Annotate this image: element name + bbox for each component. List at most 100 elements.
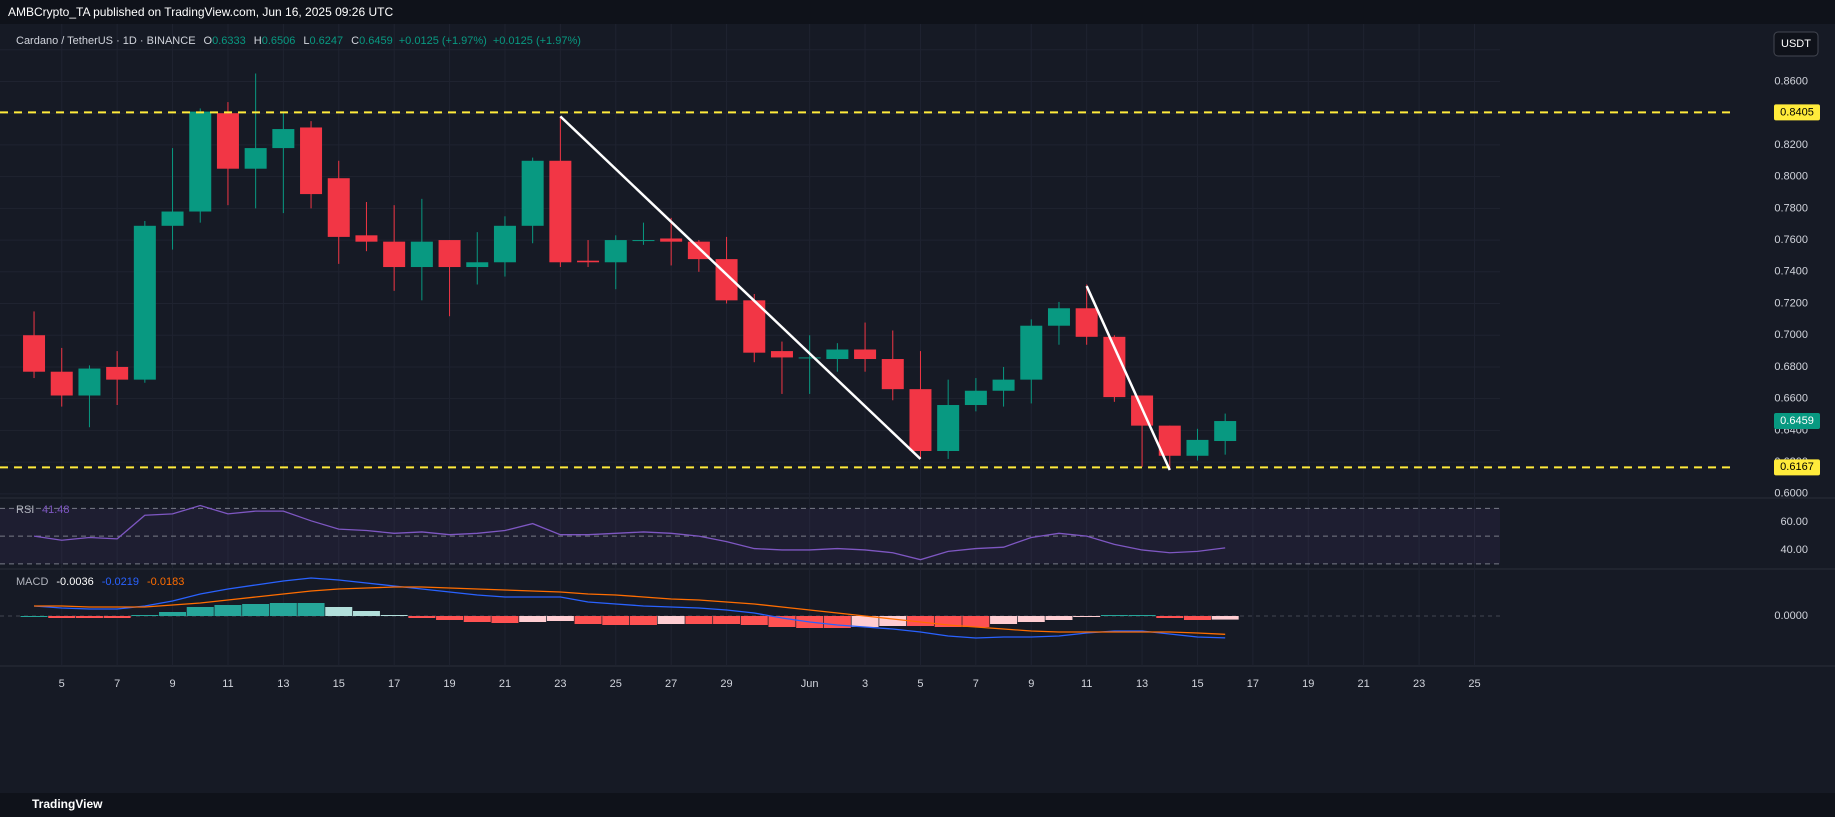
candle-body bbox=[410, 241, 433, 268]
macd-histogram-bar bbox=[685, 616, 713, 624]
signal-line bbox=[34, 586, 1226, 635]
macd-histogram-bar bbox=[380, 615, 408, 616]
macd-histogram-bar bbox=[75, 616, 103, 618]
footer-logo: TradingView bbox=[32, 797, 103, 811]
x-tick-label: 27 bbox=[665, 678, 677, 690]
y-tick-label: 0.7000 bbox=[1774, 329, 1808, 341]
y-tick-label: 0.6600 bbox=[1774, 393, 1808, 405]
macd-histogram-bar bbox=[990, 616, 1018, 624]
currency-button[interactable] bbox=[1773, 31, 1819, 57]
macd-tick-label: 0.0000 bbox=[1774, 610, 1808, 622]
macd-histogram-bar bbox=[629, 616, 657, 625]
macd-histogram-bar bbox=[214, 605, 242, 616]
header-bar bbox=[0, 0, 1835, 24]
last-price-label: 0.6459 bbox=[1780, 415, 1814, 427]
x-tick-label: 23 bbox=[554, 678, 566, 690]
rsi-line bbox=[33, 504, 1226, 561]
legend-part: C bbox=[351, 35, 359, 47]
x-tick-label: 7 bbox=[973, 678, 979, 690]
y-tick-label: 0.7800 bbox=[1774, 202, 1808, 214]
candle-body bbox=[216, 113, 239, 169]
candle-body bbox=[909, 389, 932, 452]
candle-body bbox=[577, 260, 600, 263]
currency: USDT bbox=[1781, 38, 1811, 50]
macd-histogram-bar bbox=[269, 603, 297, 616]
x-tick-label: Jun bbox=[801, 678, 819, 690]
legend-part: 0.6459 bbox=[359, 35, 393, 47]
candle-body bbox=[854, 349, 877, 360]
rsi-tick-label: 40.00 bbox=[1780, 544, 1808, 556]
x-tick-label: 9 bbox=[169, 678, 175, 690]
candle-body bbox=[992, 379, 1015, 391]
candle-body bbox=[604, 240, 627, 263]
candle-body bbox=[770, 351, 793, 358]
macd-histogram-bar bbox=[546, 616, 574, 621]
rsi-value: 41.48 bbox=[42, 504, 70, 516]
macd-line bbox=[33, 577, 1226, 639]
y-tick-label: 0.7600 bbox=[1774, 234, 1808, 246]
macd-histogram-bar bbox=[1073, 616, 1101, 617]
candle-body bbox=[161, 211, 184, 226]
x-tick-label: 25 bbox=[1468, 678, 1480, 690]
macd-histogram-bar bbox=[408, 616, 436, 618]
legend-part: L bbox=[303, 35, 309, 47]
candle-body bbox=[521, 160, 544, 226]
macd-histogram-bar bbox=[1045, 616, 1073, 620]
x-tick-label: 13 bbox=[1136, 678, 1148, 690]
y-tick-label: 0.7400 bbox=[1774, 266, 1808, 278]
macd-histogram-bar bbox=[491, 616, 519, 623]
legend-part: H bbox=[254, 35, 262, 47]
macd-histogram-bar bbox=[325, 607, 353, 616]
symbol-legend: Cardano / TetherUS · 1D · BINANCE O0.6333… bbox=[16, 35, 581, 47]
macd-histogram-bar bbox=[740, 616, 768, 625]
macd-legend: MACD -0.0036 -0.0219 -0.0183 bbox=[16, 576, 184, 588]
candle-body bbox=[23, 335, 46, 372]
macd-histogram-bar bbox=[159, 612, 187, 616]
candle-body bbox=[798, 357, 821, 359]
candle-body bbox=[78, 368, 101, 396]
macd-histogram-bar bbox=[1156, 616, 1184, 618]
plot: 5 7 9 11 13 15 17 19 21 23 25 27 29 Jun 3 5 7 9 11 13 15 17 19… bbox=[0, 24, 1835, 690]
candle-body bbox=[1047, 308, 1070, 326]
macd-histogram-bar bbox=[1100, 615, 1128, 616]
candle-body bbox=[1158, 425, 1181, 456]
macd-histogram-bar bbox=[934, 616, 962, 627]
legend-part: +0.0125 (+1.97%) bbox=[493, 35, 581, 47]
x-tick-label: 19 bbox=[443, 678, 455, 690]
macd-histogram-bar bbox=[1183, 616, 1211, 620]
macd-histogram-bar bbox=[297, 603, 325, 616]
level-label-box bbox=[1774, 104, 1820, 121]
macd-histogram-bar bbox=[657, 616, 685, 624]
macd-legend-part: MACD bbox=[16, 576, 48, 588]
candle-body bbox=[106, 366, 129, 380]
macd-histogram-bar bbox=[602, 616, 630, 625]
macd-histogram-bar bbox=[879, 616, 907, 626]
candle-body bbox=[826, 349, 849, 360]
rsi-tick-label: 60.00 bbox=[1780, 516, 1808, 528]
macd-histogram-bar bbox=[20, 616, 48, 617]
macd-histogram-bar bbox=[906, 616, 934, 626]
candle-body bbox=[493, 225, 516, 263]
macd-histogram-bar bbox=[463, 616, 491, 622]
candle-body bbox=[355, 235, 378, 242]
candle-body bbox=[189, 111, 212, 212]
x-tick-label: 29 bbox=[720, 678, 732, 690]
macd-histogram-bar bbox=[1211, 616, 1239, 620]
candle-body bbox=[438, 240, 461, 268]
candle-body bbox=[743, 300, 766, 353]
y-tick-label: 0.8600 bbox=[1774, 75, 1808, 87]
candle-body bbox=[964, 390, 987, 406]
x-tick-label: 23 bbox=[1413, 678, 1425, 690]
x-tick-label: 9 bbox=[1028, 678, 1034, 690]
x-tick-label: 19 bbox=[1302, 678, 1314, 690]
x-tick-label: 21 bbox=[1358, 678, 1370, 690]
level-label: 0.6167 bbox=[1780, 461, 1814, 473]
y-tick-label: 0.8000 bbox=[1774, 171, 1808, 183]
macd-histogram-bar bbox=[242, 604, 270, 616]
candle-body bbox=[1214, 421, 1237, 442]
macd-histogram-bar bbox=[1128, 615, 1156, 616]
macd-histogram-bar bbox=[352, 611, 380, 616]
x-tick-label: 5 bbox=[59, 678, 65, 690]
macd-legend-part: -0.0219 bbox=[102, 576, 139, 588]
